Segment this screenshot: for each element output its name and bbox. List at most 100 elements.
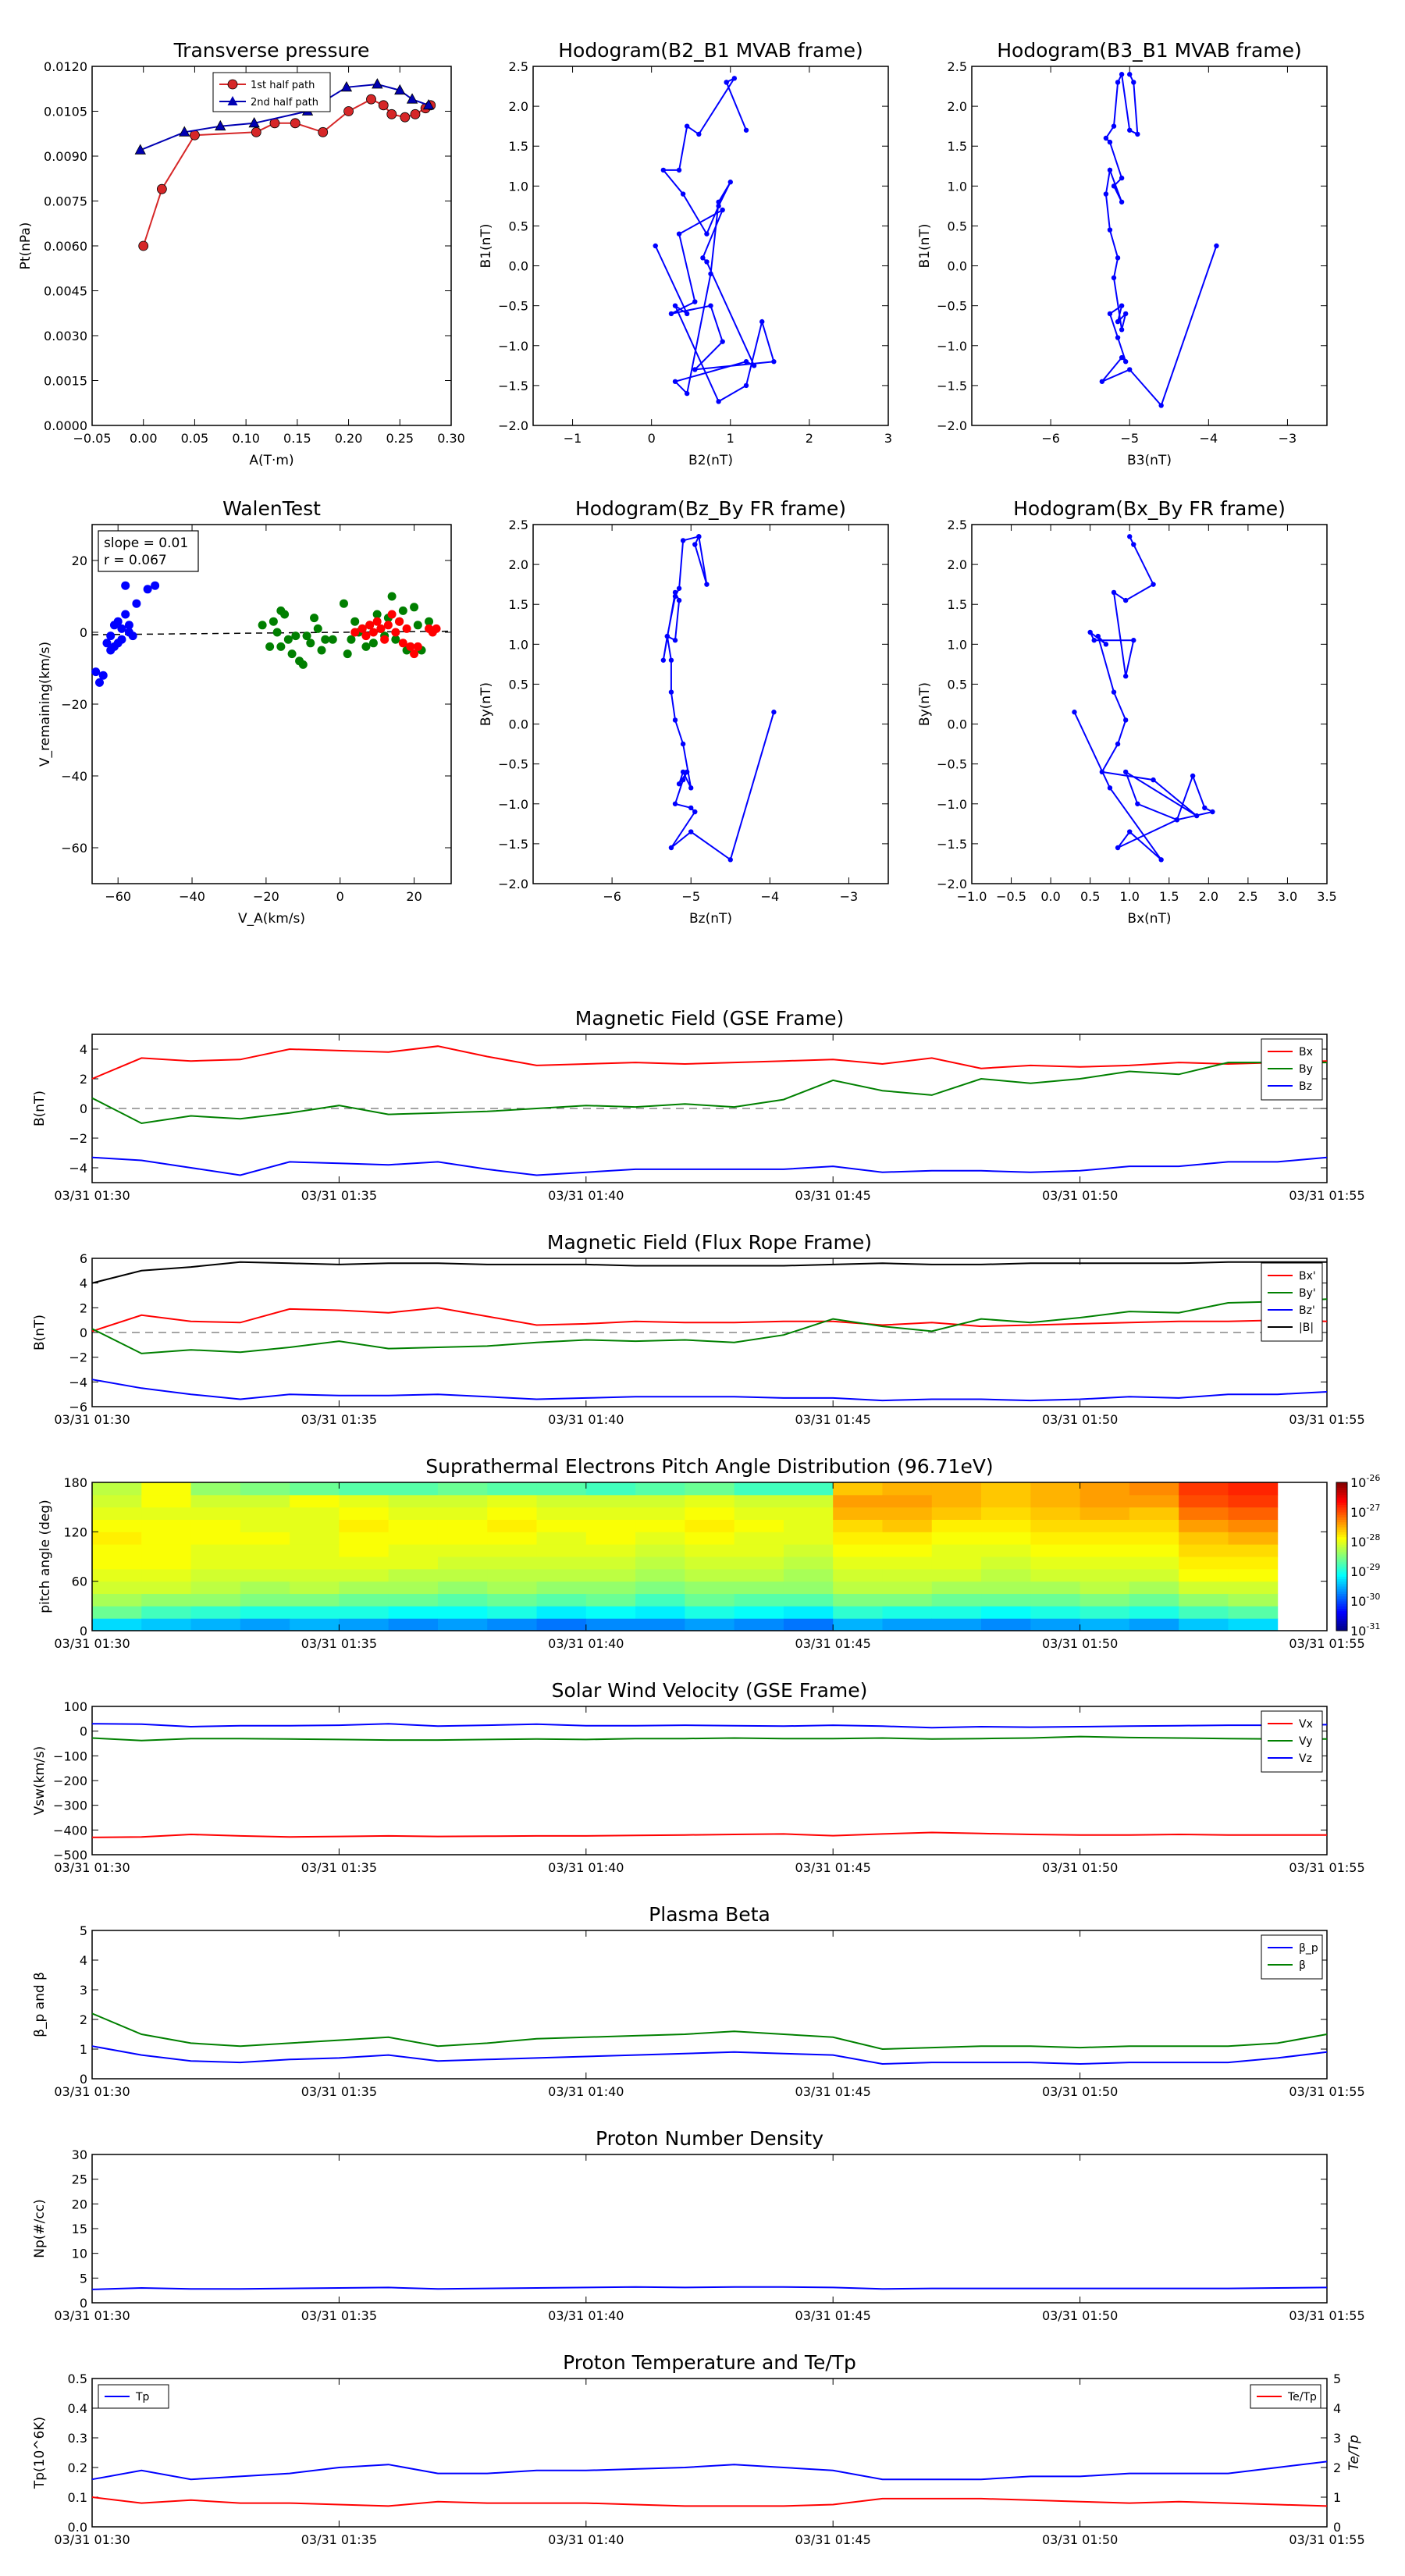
annotation-text: r = 0.067 bbox=[104, 553, 167, 568]
colorbar-cell bbox=[1336, 1613, 1347, 1617]
data-point bbox=[190, 130, 200, 141]
series-line bbox=[91, 1307, 1328, 1332]
heatmap-cell bbox=[1179, 1557, 1229, 1570]
chart-title: Hodogram(Bx_By FR frame) bbox=[1013, 497, 1286, 520]
data-point bbox=[406, 93, 418, 104]
data-point bbox=[1107, 311, 1113, 317]
x-tick-label: 03/31 01:30 bbox=[54, 1860, 130, 1875]
heatmap-cell bbox=[882, 1593, 933, 1606]
data-point bbox=[727, 180, 733, 185]
y-tick-label: −2.0 bbox=[498, 418, 528, 433]
x-tick-label: 03/31 01:55 bbox=[1289, 1636, 1364, 1651]
colorbar-cell bbox=[1336, 1576, 1347, 1579]
heatmap-cell bbox=[1179, 1618, 1229, 1631]
x-tick-label: 03/31 01:35 bbox=[301, 2084, 377, 2099]
legend-label: Bz' bbox=[1299, 1304, 1315, 1317]
heatmap-cell bbox=[783, 1557, 834, 1570]
data-point bbox=[680, 769, 686, 775]
heatmap-cell bbox=[141, 1544, 192, 1557]
heatmap-cell bbox=[882, 1519, 933, 1532]
heatmap-cell bbox=[339, 1532, 389, 1545]
heatmap-cell bbox=[190, 1618, 241, 1631]
y-tick-label: −400 bbox=[53, 1823, 87, 1838]
series-line bbox=[91, 1298, 1328, 1354]
colorbar-cell bbox=[1336, 1485, 1347, 1488]
y-tick-label: 2.5 bbox=[948, 518, 967, 532]
y-right-tick-label: 2 bbox=[1333, 2460, 1341, 2475]
heatmap-cell bbox=[685, 1618, 735, 1631]
x-tick-label: 03/31 01:40 bbox=[548, 2532, 624, 2547]
heatmap-cell bbox=[783, 1568, 834, 1582]
legend-marker bbox=[227, 96, 238, 105]
data-point bbox=[1111, 275, 1117, 281]
heatmap-cell bbox=[882, 1618, 933, 1631]
heatmap-cell bbox=[437, 1544, 488, 1557]
y-tick-label: −4 bbox=[69, 1161, 87, 1176]
colorbar-cell bbox=[1336, 1492, 1347, 1496]
y-tick-label: −1.5 bbox=[498, 837, 528, 852]
colorbar-cell bbox=[1336, 1507, 1347, 1510]
data-point bbox=[743, 127, 749, 133]
x-tick-label: −6 bbox=[1041, 431, 1060, 446]
heatmap-cell bbox=[1129, 1618, 1179, 1631]
heatmap-cell bbox=[92, 1606, 142, 1619]
colorbar bbox=[1336, 1482, 1348, 1631]
heatmap-cell bbox=[290, 1532, 340, 1545]
y-right-tick-label: 5 bbox=[1333, 2371, 1341, 2386]
heatmap-cell bbox=[685, 1581, 735, 1594]
heatmap-cell bbox=[536, 1618, 587, 1631]
heatmap-cell bbox=[190, 1544, 241, 1557]
data-point bbox=[366, 94, 376, 105]
heatmap-cell bbox=[783, 1532, 834, 1545]
y-tick-label: 1.0 bbox=[509, 637, 528, 652]
y-tick-label: 0 bbox=[80, 2072, 87, 2087]
data-point bbox=[751, 363, 757, 368]
chart-proton-density: Proton Number Density 03/31 01:30 03/31 01… bbox=[32, 2127, 1365, 2323]
heatmap-cell bbox=[190, 1507, 241, 1520]
heatmap-cell bbox=[734, 1568, 784, 1582]
data-point bbox=[350, 617, 360, 626]
x-tick-label: −3 bbox=[1279, 431, 1297, 446]
heatmap-cell bbox=[1030, 1557, 1081, 1570]
heatmap-cell bbox=[1080, 1532, 1130, 1545]
colorbar-cell bbox=[1336, 1564, 1347, 1567]
legend-label: Bz bbox=[1299, 1080, 1312, 1093]
data-point bbox=[1193, 813, 1200, 819]
x-tick-label: 03/31 01:30 bbox=[54, 1188, 130, 1203]
x-tick-label: 03/31 01:30 bbox=[54, 1412, 130, 1427]
data-point bbox=[269, 617, 278, 626]
heatmap-cell bbox=[783, 1519, 834, 1532]
data-point bbox=[372, 78, 383, 89]
heatmap-cell bbox=[833, 1606, 883, 1619]
data-point bbox=[672, 379, 678, 384]
heatmap-cell bbox=[685, 1606, 735, 1619]
heatmap-cell bbox=[635, 1618, 685, 1631]
data-point bbox=[1202, 805, 1208, 811]
heatmap-cell bbox=[1228, 1606, 1279, 1619]
heatmap-cell bbox=[92, 1494, 142, 1508]
heatmap-cell bbox=[585, 1581, 636, 1594]
data-point bbox=[1127, 829, 1133, 834]
heatmap-cell bbox=[734, 1581, 784, 1594]
heatmap-cell bbox=[931, 1618, 982, 1631]
chart-title: Suprathermal Electrons Pitch Angle Distr… bbox=[425, 1455, 993, 1478]
data-point bbox=[692, 542, 698, 547]
data-point bbox=[653, 243, 658, 249]
data-point bbox=[1111, 589, 1117, 596]
series-line bbox=[91, 2045, 1328, 2065]
data-point bbox=[134, 144, 146, 155]
data-point bbox=[339, 599, 348, 608]
heatmap-cell bbox=[92, 1618, 142, 1631]
plot-frame bbox=[532, 66, 889, 426]
data-point bbox=[1103, 642, 1109, 647]
heatmap-cell bbox=[833, 1519, 883, 1532]
colorbar-cell bbox=[1336, 1628, 1347, 1631]
heatmap-cell bbox=[585, 1507, 636, 1520]
data-point bbox=[1122, 597, 1129, 603]
colorbar-cell bbox=[1336, 1512, 1347, 1515]
y-tick-label: 0.0 bbox=[948, 259, 967, 274]
data-point bbox=[121, 610, 130, 619]
heatmap-cell bbox=[240, 1606, 290, 1619]
heatmap-cell bbox=[981, 1532, 1031, 1545]
data-point bbox=[138, 240, 149, 251]
